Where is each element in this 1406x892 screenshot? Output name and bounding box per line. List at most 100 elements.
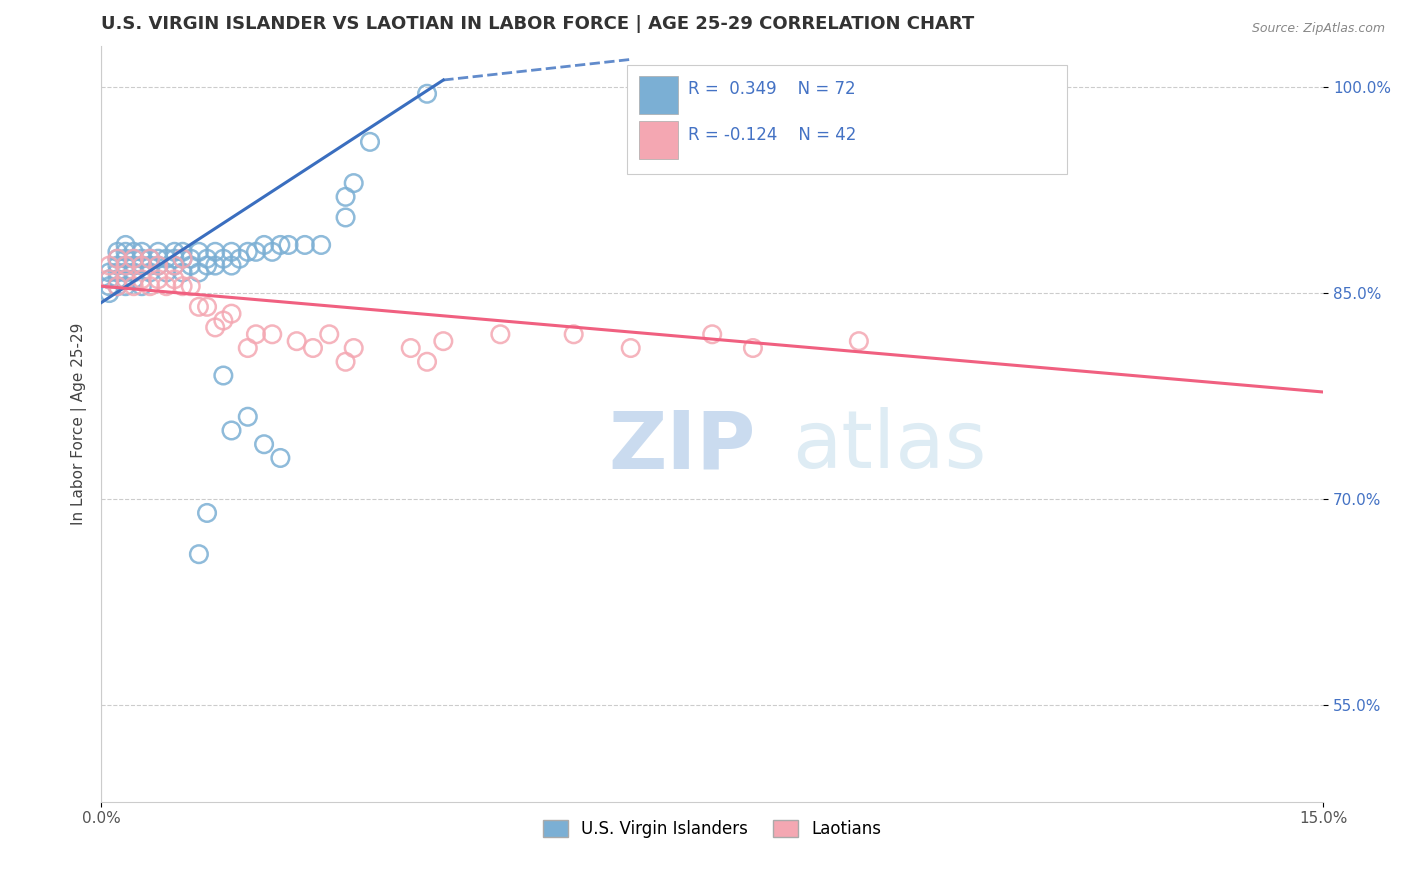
Point — [416, 87, 439, 101]
Point — [163, 259, 186, 273]
Point — [245, 327, 267, 342]
Point — [163, 252, 186, 266]
Point — [172, 252, 194, 266]
FancyBboxPatch shape — [627, 64, 1067, 174]
Point — [114, 259, 136, 273]
Point — [212, 313, 235, 327]
Point — [187, 547, 209, 561]
Point — [139, 252, 162, 266]
Point — [204, 259, 226, 273]
Point — [359, 135, 381, 149]
Point — [432, 334, 454, 348]
Point — [146, 272, 169, 286]
Point — [172, 244, 194, 259]
Point — [180, 252, 202, 266]
Point — [139, 265, 162, 279]
Point — [98, 259, 121, 273]
Point — [98, 272, 121, 286]
Point — [107, 252, 129, 266]
Point — [131, 244, 153, 259]
Point — [262, 327, 284, 342]
Point — [335, 211, 357, 225]
FancyBboxPatch shape — [638, 76, 678, 113]
Point — [114, 238, 136, 252]
Point — [98, 265, 121, 279]
Text: atlas: atlas — [792, 408, 986, 485]
Point — [114, 259, 136, 273]
Point — [131, 279, 153, 293]
Point — [114, 279, 136, 293]
Point — [114, 272, 136, 286]
Point — [221, 259, 243, 273]
Point — [122, 259, 145, 273]
Point — [848, 334, 870, 348]
Point — [163, 244, 186, 259]
Text: ZIP: ZIP — [609, 408, 755, 485]
Point — [98, 272, 121, 286]
Point — [309, 238, 332, 252]
Point — [212, 368, 235, 383]
Point — [562, 327, 585, 342]
Point — [163, 259, 186, 273]
Y-axis label: In Labor Force | Age 25-29: In Labor Force | Age 25-29 — [72, 322, 87, 524]
Point — [195, 259, 218, 273]
Point — [131, 259, 153, 273]
Point — [98, 279, 121, 293]
Point — [180, 279, 202, 293]
Point — [318, 327, 340, 342]
Point — [114, 265, 136, 279]
Point — [139, 279, 162, 293]
Point — [236, 244, 259, 259]
Legend: U.S. Virgin Islanders, Laotians: U.S. Virgin Islanders, Laotians — [534, 812, 890, 847]
Point — [294, 238, 316, 252]
Point — [139, 259, 162, 273]
Point — [146, 252, 169, 266]
Point — [139, 252, 162, 266]
Point — [702, 327, 724, 342]
Point — [163, 272, 186, 286]
Point — [122, 244, 145, 259]
Point — [221, 424, 243, 438]
Point — [155, 279, 177, 293]
Point — [172, 252, 194, 266]
Point — [180, 259, 202, 273]
Point — [253, 238, 276, 252]
Point — [146, 259, 169, 273]
Point — [187, 265, 209, 279]
Point — [195, 300, 218, 314]
Point — [204, 244, 226, 259]
Point — [302, 341, 325, 355]
Point — [122, 279, 145, 293]
FancyBboxPatch shape — [638, 121, 678, 159]
Point — [122, 265, 145, 279]
Text: R =  0.349    N = 72: R = 0.349 N = 72 — [688, 79, 855, 98]
Point — [131, 259, 153, 273]
Point — [416, 355, 439, 369]
Point — [285, 334, 308, 348]
Point — [107, 244, 129, 259]
Point — [195, 506, 218, 520]
Point — [343, 341, 366, 355]
Point — [335, 355, 357, 369]
Point — [107, 252, 129, 266]
Point — [114, 244, 136, 259]
Point — [212, 252, 235, 266]
Point — [107, 259, 129, 273]
Point — [236, 409, 259, 424]
Point — [98, 286, 121, 301]
Point — [742, 341, 765, 355]
Point — [131, 272, 153, 286]
Text: U.S. VIRGIN ISLANDER VS LAOTIAN IN LABOR FORCE | AGE 25-29 CORRELATION CHART: U.S. VIRGIN ISLANDER VS LAOTIAN IN LABOR… — [101, 15, 974, 33]
Point — [122, 252, 145, 266]
Point — [236, 341, 259, 355]
Point — [172, 265, 194, 279]
Point — [399, 341, 422, 355]
Point — [343, 176, 366, 190]
Point — [114, 272, 136, 286]
Point — [269, 450, 291, 465]
Point — [277, 238, 299, 252]
Text: R = -0.124    N = 42: R = -0.124 N = 42 — [688, 126, 856, 144]
Point — [221, 307, 243, 321]
Point — [107, 279, 129, 293]
Text: Source: ZipAtlas.com: Source: ZipAtlas.com — [1251, 22, 1385, 36]
